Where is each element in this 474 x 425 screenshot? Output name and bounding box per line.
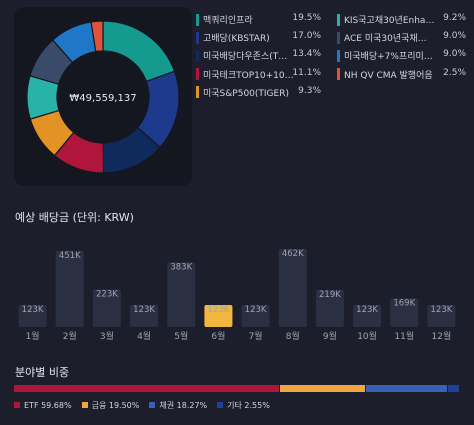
dividend-section-title: 예상 배당금 (단위: KRW) (15, 211, 134, 224)
dividend-month-label: 12월 (432, 330, 452, 342)
allocation-legend-item: 기타 2.55% (217, 400, 270, 411)
dividend-bar-6월[interactable] (204, 305, 233, 327)
allocation-segment (14, 385, 280, 392)
portfolio-total-value: ₩49,559,137 (69, 93, 137, 104)
legend-holding-pct: 9.3% (298, 85, 321, 96)
dividend-bar-4월[interactable] (130, 305, 159, 327)
legend-swatch (196, 13, 199, 26)
legend-item[interactable]: 미국배당+7%프리미… 9.0% (337, 47, 466, 64)
legend-swatch (196, 49, 199, 62)
dividend-month-label: 1월 (26, 330, 40, 342)
legend-item[interactable]: ACE 미국30년국채… 9.0% (337, 29, 466, 46)
dividend-bar-value: 451K (59, 251, 81, 261)
legend-holding-name: 미국배당+7%프리미… (344, 52, 433, 63)
allocation-segment (279, 385, 367, 392)
dividend-month-label: 5월 (174, 330, 188, 342)
legend-holding-name: 맥쿼리인프라 (203, 16, 253, 26)
dividend-bar-3월[interactable] (92, 289, 121, 327)
dividend-bar-value: 462K (282, 249, 304, 259)
dividend-month-label: 8월 (286, 330, 300, 342)
legend-holding-name: 고배당(KBSTAR) (203, 34, 270, 45)
legend-swatch (196, 86, 199, 99)
legend-item[interactable]: NH QV CMA 발행어음 2.5% (337, 66, 466, 83)
legend-holding-name: ACE 미국30년국채… (344, 34, 427, 45)
allocation-legend-item: 금융 19.50% (81, 400, 140, 411)
legend-swatch (337, 49, 340, 62)
legend-item[interactable]: 미국배당다우존스(T… 13.4% (196, 47, 321, 64)
dividend-bar-value: 123K (431, 305, 453, 315)
dividend-month-label: 4월 (137, 330, 151, 342)
dividend-bar-value: 123K (22, 305, 44, 315)
legend-holding-pct: 13.4% (292, 49, 321, 60)
legend-item[interactable]: 미국테크TOP10+10… 11.1% (196, 66, 321, 83)
allocation-section-title: 분야별 비중 (15, 366, 70, 379)
legend-holding-pct: 9.0% (443, 49, 466, 60)
legend-holding-pct: 2.5% (443, 67, 466, 78)
dividend-bar-value: 123K (245, 305, 267, 315)
legend-item[interactable]: KIS국고채30년Enha… 9.2% (337, 11, 466, 28)
allocation-segment (366, 385, 448, 392)
dividend-bar-value: 219K (319, 290, 341, 300)
legend-holding-name: NH QV CMA 발행어음 (344, 70, 433, 81)
dividend-bar-value: 123K (133, 305, 155, 315)
legend-holding-name: 미국배당다우존스(T… (203, 52, 288, 63)
legend-swatch (196, 31, 199, 44)
dividend-bar-1월[interactable] (18, 305, 47, 327)
holdings-donut-chart[interactable] (14, 7, 192, 186)
dividend-bar-10월[interactable] (353, 305, 382, 327)
allocation-segment (447, 385, 459, 392)
dividend-month-label: 9월 (323, 330, 337, 342)
legend-swatch (337, 13, 340, 26)
legend-holding-pct: 9.2% (443, 13, 466, 23)
dividend-month-label: 6월 (211, 330, 225, 342)
dividend-month-label: 11월 (394, 330, 414, 342)
legend-holding-pct: 17.0% (292, 31, 321, 42)
legend-holding-pct: 11.1% (292, 67, 321, 78)
allocation-legend-label: ETF 59.68% (24, 400, 72, 410)
legend-holding-name: KIS국고채30년Enha… (344, 16, 435, 26)
legend-holding-pct: 19.5% (292, 13, 321, 23)
dividend-bar-2월[interactable] (55, 250, 84, 327)
allocation-legend: ETF 59.68% 금융 19.50% 채권 18.27% 기타 2.55% (14, 399, 280, 411)
dividend-bar-9월[interactable] (315, 290, 344, 327)
legend-swatch (337, 68, 340, 81)
allocation-legend-label: 채권 18.27% (159, 400, 208, 410)
dividend-bar-chart: 123K 1월 451K 2월 223K 3월 123K 4월 383K 5월 123K 6월 123K… (14, 230, 460, 346)
legend-item[interactable]: 고배당(KBSTAR) 17.0% (196, 29, 321, 46)
holdings-legend: 맥쿼리인프라 19.5% 고배당(KBSTAR) 17.0% 미국배당다우존스(T… 13… (196, 11, 466, 101)
allocation-legend-label: 기타 2.55% (227, 400, 270, 410)
legend-holding-name: 미국S&P500(TIGER) (203, 88, 289, 99)
legend-swatch (337, 31, 340, 44)
dividend-bar-11월[interactable] (390, 298, 419, 327)
legend-item[interactable]: 맥쿼리인프라 19.5% (196, 11, 321, 28)
dividend-month-label: 2월 (63, 330, 77, 342)
dividend-month-label: 3월 (100, 330, 114, 342)
dividend-bar-value: 223K (96, 289, 118, 299)
dividend-bar-value: 383K (170, 262, 192, 272)
allocation-stacked-bar (14, 385, 459, 392)
dividend-bar-value: 123K (356, 305, 378, 315)
dividend-month-label: 10월 (357, 330, 377, 342)
allocation-swatch (149, 402, 156, 408)
holdings-donut-card: ₩49,559,137 (14, 7, 192, 186)
dividend-bar-12월[interactable] (427, 305, 456, 327)
allocation-legend-label: 금융 19.50% (91, 400, 140, 410)
legend-holding-pct: 9.0% (443, 31, 466, 42)
legend-holding-name: 미국테크TOP10+10… (203, 70, 294, 81)
donut-slice-1[interactable] (102, 20, 176, 83)
legend-item[interactable]: 미국S&P500(TIGER) 9.3% (196, 84, 321, 101)
donut-slice-9[interactable] (90, 20, 104, 53)
dividend-bar-value: 169K (393, 298, 415, 308)
dividend-bar-5월[interactable] (167, 262, 196, 327)
allocation-legend-item: ETF 59.68% (14, 401, 72, 410)
legend-swatch (196, 68, 199, 81)
allocation-swatch (14, 402, 20, 408)
allocation-legend-item: 채권 18.27% (149, 400, 207, 411)
allocation-swatch (217, 402, 224, 408)
dividend-bar-value: 123K (208, 305, 230, 315)
dividend-bar-7월[interactable] (241, 305, 270, 327)
dividend-bar-8월[interactable] (278, 249, 307, 327)
dividend-month-label: 7월 (249, 330, 263, 342)
allocation-swatch (81, 402, 88, 408)
